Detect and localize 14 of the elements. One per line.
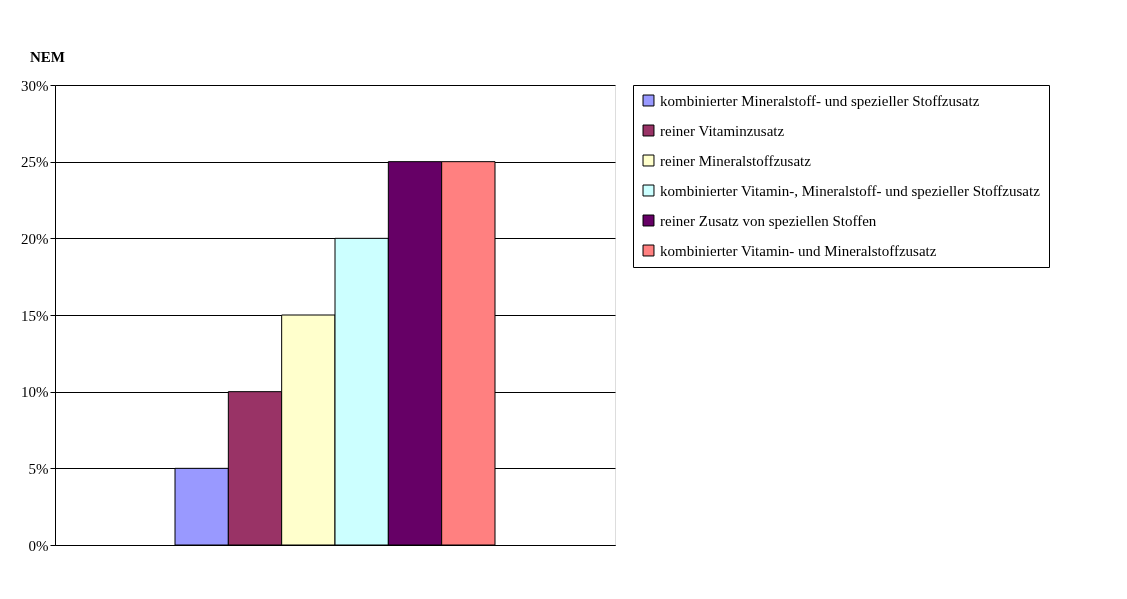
y-tick-label: 25% [21, 154, 49, 171]
legend-label: reiner Vitaminzusatz [660, 122, 785, 139]
y-tick-label: 20% [21, 230, 49, 247]
y-tick-label: 10% [21, 384, 49, 401]
y-axis-title: NEM [30, 49, 65, 65]
y-tick-label: 15% [21, 307, 49, 324]
legend-label: kombinierter Vitamin-, Mineralstoff- und spezieller Stoffzusatz [660, 182, 1041, 199]
legend-label: kombinierter Mineralstoff- und spezieller Stoffzusatz [660, 92, 980, 109]
legend-label: reiner Mineralstoffzusatz [660, 152, 812, 169]
y-tick-label: 5% [28, 460, 49, 477]
y-tick-label: 30% [21, 77, 49, 94]
legend-label: kombinierter Vitamin- und Mineralstoffzusatz [660, 242, 937, 259]
y-tick-label: 0% [28, 537, 49, 554]
legend-label: reiner Zusatz von speziellen Stoffen [660, 212, 877, 229]
